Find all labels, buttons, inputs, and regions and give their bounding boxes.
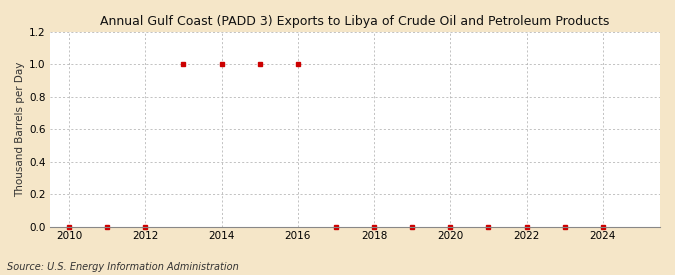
- Title: Annual Gulf Coast (PADD 3) Exports to Libya of Crude Oil and Petroleum Products: Annual Gulf Coast (PADD 3) Exports to Li…: [101, 15, 610, 28]
- Y-axis label: Thousand Barrels per Day: Thousand Barrels per Day: [15, 62, 25, 197]
- Text: Source: U.S. Energy Information Administration: Source: U.S. Energy Information Administ…: [7, 262, 238, 272]
